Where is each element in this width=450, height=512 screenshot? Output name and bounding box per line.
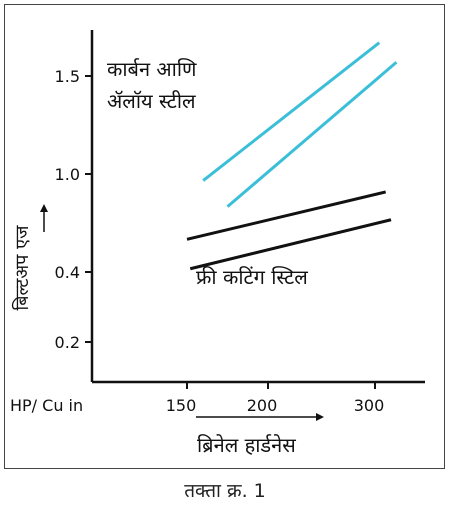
x-unit-label: HP/ Cu in bbox=[10, 396, 83, 415]
series-line-free_cutting-3 bbox=[186, 190, 387, 241]
chart-frame bbox=[4, 4, 445, 469]
chart: 0.2 0.4 1.0 1.5 150 200 300 कार्बन आणि ॲलॉय स… bbox=[10, 30, 425, 457]
series-line-carbon-2 bbox=[226, 61, 398, 208]
y-tick-label: 0.4 bbox=[55, 263, 80, 282]
free-cutting-steel-label: फ्री कटिंग स्टिल bbox=[196, 265, 308, 289]
x-tick-label: 300 bbox=[354, 396, 385, 415]
x-tick-label: 150 bbox=[166, 396, 197, 415]
x-axis-title: ब्रिनेल हार्डनेस bbox=[197, 433, 296, 457]
x-tick-label: 200 bbox=[247, 396, 278, 415]
series-line-free_cutting-4 bbox=[189, 218, 392, 271]
y-tick-label: 0.2 bbox=[55, 333, 80, 352]
y-axis-title: बिल्टअप एज bbox=[11, 225, 33, 311]
figure-caption: तक्ता क्र. 1 bbox=[184, 480, 266, 502]
carbon-steel-label-line2: ॲलॉय स्टील bbox=[107, 89, 196, 113]
y-tick-label: 1.5 bbox=[55, 67, 80, 86]
series-line-carbon-1 bbox=[202, 41, 381, 182]
y-tick-label: 1.0 bbox=[55, 165, 80, 184]
carbon-steel-label-line1: कार्बन आणि bbox=[107, 57, 197, 81]
